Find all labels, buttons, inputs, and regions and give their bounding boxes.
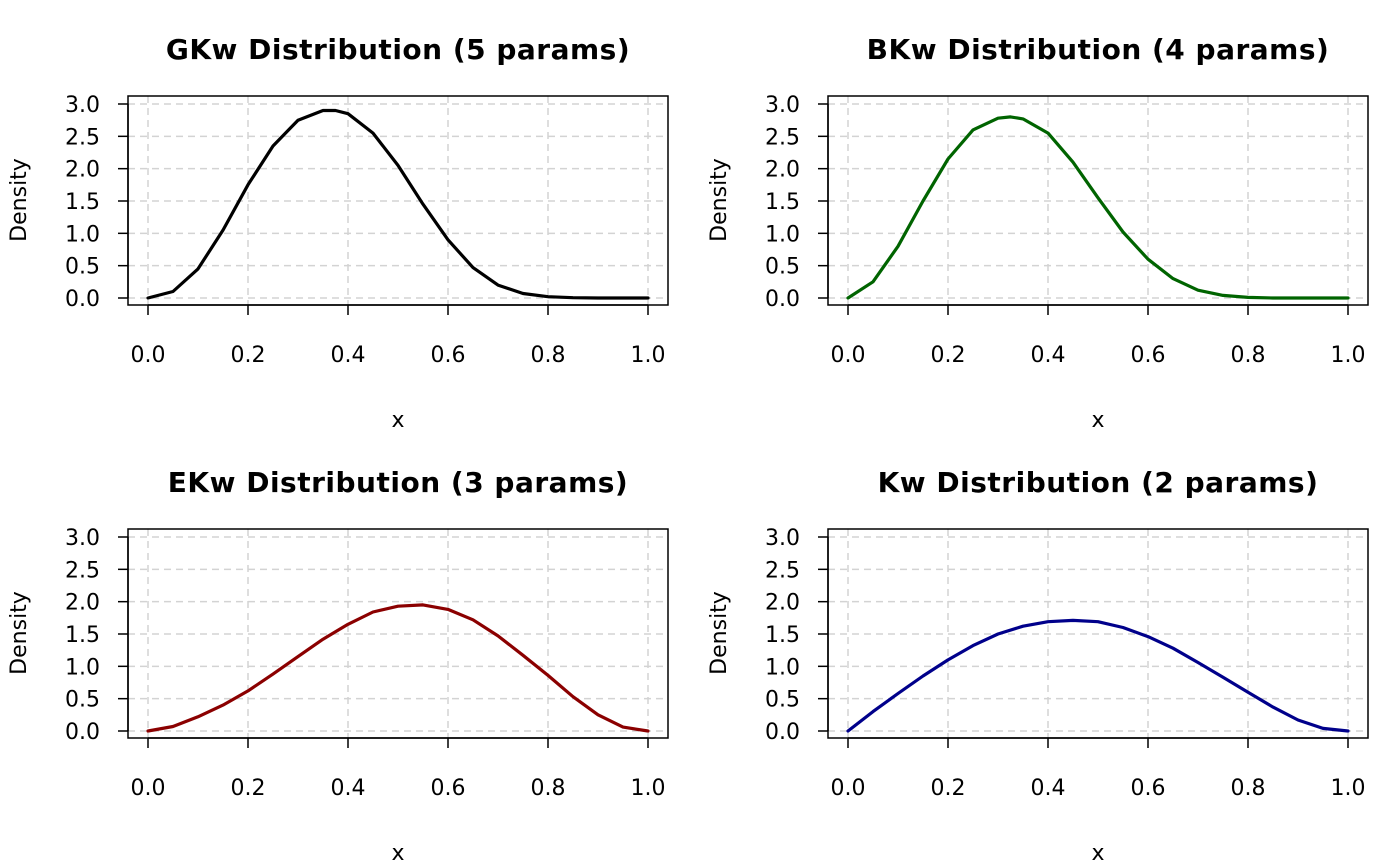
y-tick-label: 2.5 xyxy=(65,125,100,150)
y-axis-label: Density xyxy=(707,158,732,242)
x-tick-label: 0.2 xyxy=(231,776,266,801)
x-tick-label: 0.2 xyxy=(931,776,966,801)
x-tick-label: 1.0 xyxy=(631,776,666,801)
y-tick-label: 0.5 xyxy=(65,255,100,280)
grid xyxy=(128,96,668,305)
x-tick-label: 0.8 xyxy=(531,776,566,801)
y-tick-label: 1.5 xyxy=(765,623,800,648)
y-tick-label: 1.5 xyxy=(65,623,100,648)
x-tick-label: 0.2 xyxy=(931,343,966,368)
chart-title: EKw Distribution (3 params) xyxy=(168,466,628,499)
y-axis: 0.0 0.5 1.0 1.5 2.0 2.5 3.0 Density xyxy=(707,93,829,312)
x-tick-label: 0.4 xyxy=(1031,776,1066,801)
y-tick-label: 2.0 xyxy=(765,158,800,183)
x-tick-label: 0.4 xyxy=(331,343,366,368)
x-tick-label: 0.6 xyxy=(1131,776,1166,801)
density-curve xyxy=(846,115,1350,300)
x-axis: 0.0 0.2 0.4 0.6 0.8 1.0 x xyxy=(131,304,666,433)
grid xyxy=(828,529,1368,738)
y-tick-label: 1.5 xyxy=(765,190,800,215)
panel-ekw: EKw Distribution (3 params)0.0 0.2 0.4 0.6 0… xyxy=(7,466,669,866)
y-axis-label: Density xyxy=(707,591,732,675)
y-tick-label: 0.0 xyxy=(765,720,800,745)
x-axis-label: x xyxy=(391,408,404,433)
y-axis-label: Density xyxy=(7,158,32,242)
panel-bkw: BKw Distribution (4 params)0.0 0.2 0.4 0.6 0… xyxy=(707,33,1369,433)
y-tick-label: 0.5 xyxy=(65,688,100,713)
x-tick-label: 0.0 xyxy=(831,343,866,368)
x-tick-label: 1.0 xyxy=(1331,343,1366,368)
x-tick-label: 0.2 xyxy=(231,343,266,368)
y-tick-label: 2.5 xyxy=(765,125,800,150)
x-tick-label: 0.4 xyxy=(1031,343,1066,368)
x-tick-label: 0.8 xyxy=(531,343,566,368)
chart-title: Kw Distribution (2 params) xyxy=(878,466,1319,499)
panel-kw: Kw Distribution (2 params)0.0 0.2 0.4 0.6 0.… xyxy=(707,466,1369,866)
y-axis: 0.0 0.5 1.0 1.5 2.0 2.5 3.0 Density xyxy=(7,93,129,312)
x-axis-label: x xyxy=(1091,408,1104,433)
y-tick-label: 3.0 xyxy=(65,526,100,551)
y-tick-label: 1.0 xyxy=(765,655,800,680)
y-tick-label: 3.0 xyxy=(65,93,100,118)
y-tick-label: 1.5 xyxy=(65,190,100,215)
x-tick-label: 0.8 xyxy=(1231,776,1266,801)
x-tick-label: 1.0 xyxy=(1331,776,1366,801)
x-tick-label: 0.0 xyxy=(831,776,866,801)
x-tick-label: 0.6 xyxy=(431,343,466,368)
x-tick-label: 0.8 xyxy=(1231,343,1266,368)
y-tick-label: 0.0 xyxy=(65,720,100,745)
y-tick-label: 0.5 xyxy=(765,688,800,713)
x-tick-label: 0.0 xyxy=(131,343,166,368)
x-tick-label: 0.4 xyxy=(331,776,366,801)
y-axis: 0.0 0.5 1.0 1.5 2.0 2.5 3.0 Density xyxy=(7,526,129,745)
y-tick-label: 1.0 xyxy=(65,222,100,247)
x-tick-label: 1.0 xyxy=(631,343,666,368)
x-axis: 0.0 0.2 0.4 0.6 0.8 1.0 x xyxy=(131,737,666,866)
y-tick-label: 3.0 xyxy=(765,93,800,118)
chart-title: BKw Distribution (4 params) xyxy=(867,33,1330,66)
y-axis: 0.0 0.5 1.0 1.5 2.0 2.5 3.0 Density xyxy=(707,526,829,745)
y-tick-label: 0.0 xyxy=(65,287,100,312)
y-tick-label: 2.0 xyxy=(65,591,100,616)
y-tick-label: 0.5 xyxy=(765,255,800,280)
y-tick-label: 1.0 xyxy=(65,655,100,680)
density-curve xyxy=(146,108,650,300)
x-tick-label: 0.0 xyxy=(131,776,166,801)
x-axis: 0.0 0.2 0.4 0.6 0.8 1.0 x xyxy=(831,304,1366,433)
grid xyxy=(828,96,1368,305)
density-curve xyxy=(146,603,650,733)
y-tick-label: 2.0 xyxy=(765,591,800,616)
y-tick-label: 3.0 xyxy=(765,526,800,551)
chart-title: GKw Distribution (5 params) xyxy=(166,33,630,66)
density-curve xyxy=(846,618,1350,733)
y-tick-label: 1.0 xyxy=(765,222,800,247)
y-axis-label: Density xyxy=(7,591,32,675)
y-tick-label: 2.5 xyxy=(765,558,800,583)
y-tick-label: 2.5 xyxy=(65,558,100,583)
x-axis-label: x xyxy=(1091,841,1104,866)
panel-gkw: GKw Distribution (5 params)0.0 0.2 0.4 0.6 0… xyxy=(7,33,669,433)
grid xyxy=(128,529,668,738)
y-tick-label: 2.0 xyxy=(65,158,100,183)
x-axis-label: x xyxy=(391,841,404,866)
x-axis: 0.0 0.2 0.4 0.6 0.8 1.0 x xyxy=(831,737,1366,866)
x-tick-label: 0.6 xyxy=(431,776,466,801)
y-tick-label: 0.0 xyxy=(765,287,800,312)
x-tick-label: 0.6 xyxy=(1131,343,1166,368)
